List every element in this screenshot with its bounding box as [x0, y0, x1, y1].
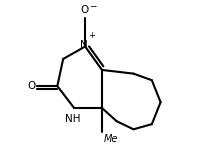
Text: O: O [27, 81, 35, 91]
Text: NH: NH [65, 114, 80, 124]
Text: −: − [89, 1, 96, 10]
Text: +: + [88, 31, 95, 40]
Text: O: O [80, 5, 89, 15]
Text: Me: Me [104, 134, 119, 144]
Text: N: N [80, 40, 88, 50]
